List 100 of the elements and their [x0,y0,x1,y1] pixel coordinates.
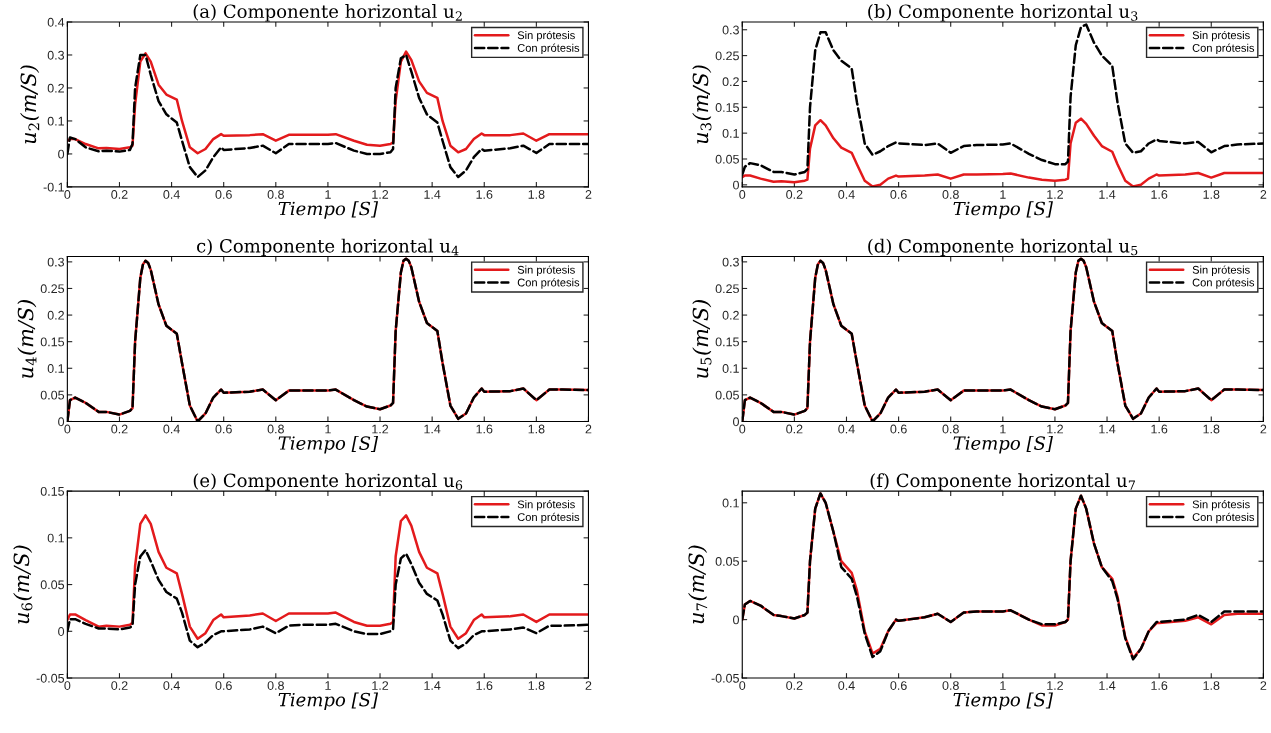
x-tick-label: 1.2 [1047,190,1063,199]
y-tick-label: 0.15 [40,486,65,496]
x-tick-label: 2 [585,424,592,434]
y-tick-label: 0.05 [40,580,65,590]
x-tick-label: 1 [1000,681,1006,690]
x-axis-title: Tiempo [S] [278,201,379,219]
x-tick-label: 1.6 [476,424,493,434]
x-tick-label: 2 [585,681,592,690]
x-tick-label: 0.8 [267,681,284,690]
chart-title: (e) Componente horizontal u$_{6}$ [193,473,463,491]
y-tick-label: 0.25 [40,284,65,294]
legend-label: Sin prótesis [517,265,575,276]
y-tick-label: 0.2 [47,83,64,93]
y-axis-title: u$_{4}$(m/S) [17,300,37,378]
y-axis-title: u$_{7}$(m/S) [688,545,708,624]
y-tick-label: 0 [733,180,739,190]
chart-title: (b) Componente horizontal u$_{3}$ [868,4,1138,22]
x-tick-label: 1.4 [1099,424,1116,434]
x-tick-label: 0 [64,190,71,199]
x-tick-label: 0.2 [786,424,803,434]
y-axis-title: u$_{3}$(m/S) [692,65,712,144]
x-tick-label: 0.6 [215,424,232,434]
x-tick-label: 1.6 [1151,681,1168,690]
x-axis-title: Tiempo [S] [953,435,1053,454]
x-tick-label: 1.2 [372,190,389,199]
x-tick-label: 1.2 [372,681,389,690]
x-tick-label: 0.8 [942,190,959,199]
legend-label: Con prótesis [1192,43,1255,55]
x-tick-label: 0.8 [942,424,959,434]
y-tick-label: 0.2 [47,310,64,320]
x-tick-label: 1.2 [1047,424,1063,434]
y-tick-label: 0.3 [47,50,65,60]
x-tick-label: 0.6 [890,681,907,690]
y-tick-label: 0.1 [722,498,739,508]
y-tick-label: 0.1 [722,364,739,373]
y-tick-label: 0.05 [715,154,739,164]
y-tick-label: 0.05 [715,557,739,566]
x-tick-label: 0.8 [942,681,959,690]
chart-title: (d) Componente horizontal u$_{5}$ [868,238,1138,257]
x-tick-label: 0.6 [215,681,232,690]
x-axis-title: Tiempo [S] [953,201,1053,219]
x-tick-label: 0.6 [215,190,232,199]
x-tick-label: 1.4 [424,681,441,690]
x-tick-label: 1.8 [1203,424,1220,434]
x-tick-label: 1 [325,681,331,690]
y-tick-label: 0 [58,417,65,427]
x-tick-label: 1 [325,424,331,434]
legend-label: Sin prótesis [1192,30,1250,42]
y-tick-label: 0 [58,627,65,636]
x-axis-title: Tiempo [S] [953,692,1053,710]
y-tick-label: 0.1 [47,116,64,126]
legend-label: Sin prótesis [1192,500,1250,511]
x-tick-label: 1.8 [1203,190,1220,199]
y-axis-title: u$_{5}$(m/S) [692,300,712,378]
x-tick-label: 1.8 [528,190,545,199]
x-tick-label: 0.4 [163,190,180,199]
x-tick-label: 0.4 [163,424,180,434]
x-tick-label: 0.4 [163,681,180,690]
y-axis-title: u$_{2}$(m/S) [20,65,40,144]
x-tick-label: 1.6 [476,681,493,690]
x-tick-label: 0 [739,190,746,199]
y-axis-title: u$_{6}$(m/S) [13,545,33,624]
x-tick-label: 1.8 [528,424,545,434]
y-tick-label: 0.1 [47,533,64,543]
y-tick-label: 0.2 [722,77,739,87]
chart-title: (f) Componente horizontal u$_{7}$ [870,473,1135,491]
x-tick-label: 0.2 [111,424,128,434]
legend-label: Con prótesis [517,278,580,289]
x-tick-label: 2 [1260,424,1267,434]
y-tick-label: 0 [733,615,739,625]
x-axis-title: Tiempo [S] [278,692,379,710]
x-tick-label: 1.6 [476,190,493,199]
y-tick-label: 0.4 [47,17,65,27]
x-tick-label: 0 [64,681,71,690]
x-tick-label: 1.4 [1099,190,1116,199]
x-tick-label: 0.6 [890,190,907,199]
x-tick-label: 0.2 [786,190,803,199]
x-tick-label: 1.8 [528,681,545,690]
y-tick-label: 0.3 [722,257,739,267]
y-tick-label: 0.2 [722,310,739,320]
y-tick-label: 0.1 [722,128,739,138]
legend-label: Sin prótesis [517,500,575,511]
y-tick-label: 0.3 [722,25,739,35]
legend-label: Con prótesis [1192,278,1255,289]
legend-label: Sin prótesis [1192,265,1250,276]
x-tick-label: 1.2 [372,424,389,434]
legend-label: Sin prótesis [517,30,575,42]
x-tick-label: 0.4 [838,681,855,690]
chart-title: (a) Componente horizontal u$_{2}$ [193,4,462,22]
y-tick-label: 0.05 [715,390,739,400]
x-tick-label: 0.6 [890,424,907,434]
x-tick-label: 0.2 [111,190,128,199]
x-tick-label: 0.8 [267,424,284,434]
x-tick-label: 1 [325,190,331,199]
x-tick-label: 0.8 [267,190,284,199]
x-tick-label: 1.4 [1099,681,1116,690]
x-tick-label: 1 [1000,190,1006,199]
legend-label: Con prótesis [517,43,580,55]
x-tick-label: 1.6 [1151,424,1168,434]
y-tick-label: 0 [58,149,65,159]
